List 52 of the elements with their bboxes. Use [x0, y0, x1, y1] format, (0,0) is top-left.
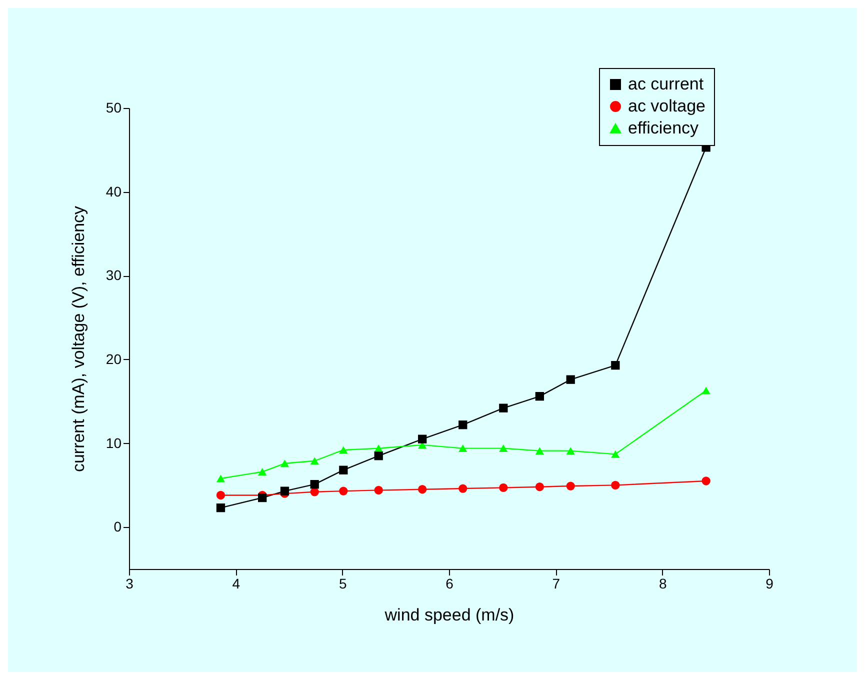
legend-label: efficiency: [628, 118, 700, 138]
point: [310, 480, 319, 489]
x-tick-label: 6: [446, 576, 454, 592]
x-axis-title: wind speed (m/s): [384, 606, 514, 624]
point: [499, 404, 508, 412]
point: [611, 450, 620, 458]
point: [535, 482, 544, 492]
point: [418, 434, 427, 444]
point: [535, 392, 544, 401]
point: [216, 490, 226, 500]
y-tick-label: 50: [106, 100, 122, 116]
point: [258, 493, 267, 502]
x-tick-label: 4: [232, 576, 240, 592]
point: [499, 483, 508, 492]
point: [458, 420, 468, 430]
point: [258, 468, 267, 476]
y-axis-title: current (mA), voltage (V), efficiency: [68, 205, 88, 472]
point: [216, 474, 226, 482]
point: [566, 447, 575, 455]
point: [458, 484, 468, 493]
point: [339, 466, 348, 474]
point: [280, 486, 290, 496]
point: [339, 446, 348, 454]
point: [280, 460, 290, 468]
point: [566, 375, 575, 384]
point: [702, 476, 710, 486]
x-tick-label: 8: [658, 576, 667, 592]
point: [310, 457, 319, 465]
y-tick-label: 20: [106, 350, 122, 367]
point: [310, 488, 319, 496]
point: [458, 444, 468, 452]
point: [611, 480, 620, 490]
point: [611, 360, 620, 370]
x-tick-label: 7: [552, 576, 560, 592]
x-tick-label: 3: [126, 576, 134, 592]
point: [374, 452, 383, 460]
legend-label: ac current: [628, 74, 704, 94]
x-tick-label: 9: [766, 576, 774, 592]
point: [339, 486, 348, 496]
point: [535, 447, 544, 455]
point: [499, 444, 508, 452]
point: [216, 503, 226, 512]
y-tick-label: 10: [106, 434, 122, 451]
legend-label: ac voltage: [628, 96, 706, 116]
point: [566, 482, 575, 490]
x-tick-label: 5: [338, 576, 347, 592]
point: [702, 386, 710, 394]
point: [418, 485, 427, 494]
y-tick-label: 40: [106, 183, 122, 200]
y-tick-label: 0: [114, 518, 122, 535]
y-tick-label: 30: [106, 267, 122, 284]
point: [374, 486, 383, 495]
